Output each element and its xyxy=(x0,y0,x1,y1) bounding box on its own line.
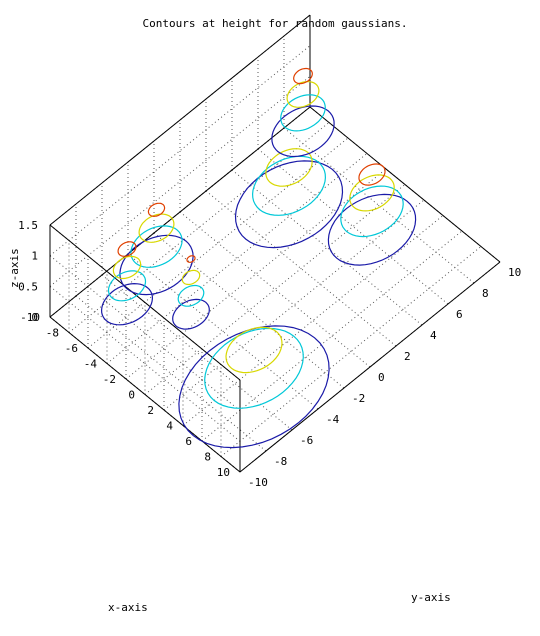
tick-labels: -10-8-6-4-20246810-10-8-6-4-2024681000.5… xyxy=(18,219,521,489)
y-axis-label: y-axis xyxy=(411,591,451,604)
box-edge xyxy=(49,106,311,318)
grid-line xyxy=(125,168,387,380)
contour-line xyxy=(186,255,196,263)
y-tick-label: -8 xyxy=(274,455,287,468)
grid-line xyxy=(179,211,371,368)
grid-line xyxy=(127,253,319,410)
z-tick-label: 1.5 xyxy=(18,219,38,232)
contour-line xyxy=(293,67,313,85)
y-tick-label: 0 xyxy=(378,371,385,384)
grid-line xyxy=(283,127,475,284)
contour-line xyxy=(280,94,326,132)
contour-line xyxy=(112,255,142,280)
grid-line xyxy=(231,169,423,326)
x-tick-label: -2 xyxy=(103,373,116,386)
x-tick-label: 0 xyxy=(128,389,135,402)
z-tick-label: 1 xyxy=(31,250,38,263)
contour-line xyxy=(147,202,166,217)
contour-line xyxy=(251,155,327,216)
x-tick-label: -8 xyxy=(46,327,59,340)
x-tick-label: 8 xyxy=(204,451,211,464)
contour-line xyxy=(204,327,304,409)
grid-line xyxy=(163,199,425,411)
grid-line xyxy=(205,190,397,347)
x-tick-label: -10 xyxy=(20,311,40,324)
x-tick-label: 4 xyxy=(166,420,173,433)
x-tick-label: -4 xyxy=(84,358,98,371)
z-tick-label: 0.5 xyxy=(18,280,38,293)
contour-line xyxy=(107,270,147,302)
contour-line xyxy=(271,105,335,158)
box-edge xyxy=(49,14,311,226)
grid-line xyxy=(257,148,449,305)
grid-line xyxy=(49,75,311,287)
contour-line xyxy=(178,325,330,449)
contour-line xyxy=(234,160,344,249)
contour-line xyxy=(286,80,320,108)
contour-lines xyxy=(100,67,417,449)
x-tick-label: 6 xyxy=(185,435,192,448)
grid-line xyxy=(182,215,444,426)
chart-title: Contours at height for random gaussians. xyxy=(143,17,408,30)
contour-line xyxy=(349,174,395,212)
box-edge xyxy=(309,106,501,263)
contour-line xyxy=(172,298,210,330)
contour-line xyxy=(119,234,194,296)
x-tick-label: 10 xyxy=(217,466,230,479)
contour-line xyxy=(130,225,183,268)
x-tick-label: 2 xyxy=(147,404,154,417)
contour-line xyxy=(358,163,386,186)
y-tick-label: -4 xyxy=(326,413,340,426)
x-axis-label: x-axis xyxy=(108,601,148,614)
back-walls-grid xyxy=(49,14,501,473)
contour-line xyxy=(117,241,137,257)
contour-line xyxy=(177,284,205,307)
y-tick-label: 4 xyxy=(430,329,437,342)
grid-line xyxy=(49,45,311,257)
contour-line xyxy=(265,148,313,187)
box-edge xyxy=(239,261,501,473)
z-axis-label: z-axis xyxy=(8,248,21,288)
y-tick-label: -2 xyxy=(352,392,365,405)
y-tick-label: -10 xyxy=(248,476,268,489)
y-tick-label: -6 xyxy=(300,434,313,447)
bounding-box xyxy=(49,14,501,473)
y-tick-label: 2 xyxy=(404,350,411,363)
contour-line xyxy=(327,193,417,266)
contour-line xyxy=(138,213,175,243)
box-edge xyxy=(49,316,241,473)
contour-line xyxy=(181,269,201,286)
grid-line xyxy=(106,153,368,364)
grid-line xyxy=(87,137,349,349)
contour-line xyxy=(340,185,404,238)
grid-line xyxy=(49,255,241,412)
x-tick-label: -6 xyxy=(65,342,78,355)
y-tick-label: 10 xyxy=(508,266,521,279)
z-tick-label: 0 xyxy=(31,311,38,324)
contour-line xyxy=(225,326,283,374)
contour-line xyxy=(100,282,154,326)
y-tick-label: 8 xyxy=(482,287,489,300)
box-edge xyxy=(49,224,241,381)
grid-line xyxy=(49,285,241,442)
y-tick-label: 6 xyxy=(456,308,463,321)
grid-line xyxy=(153,232,345,389)
